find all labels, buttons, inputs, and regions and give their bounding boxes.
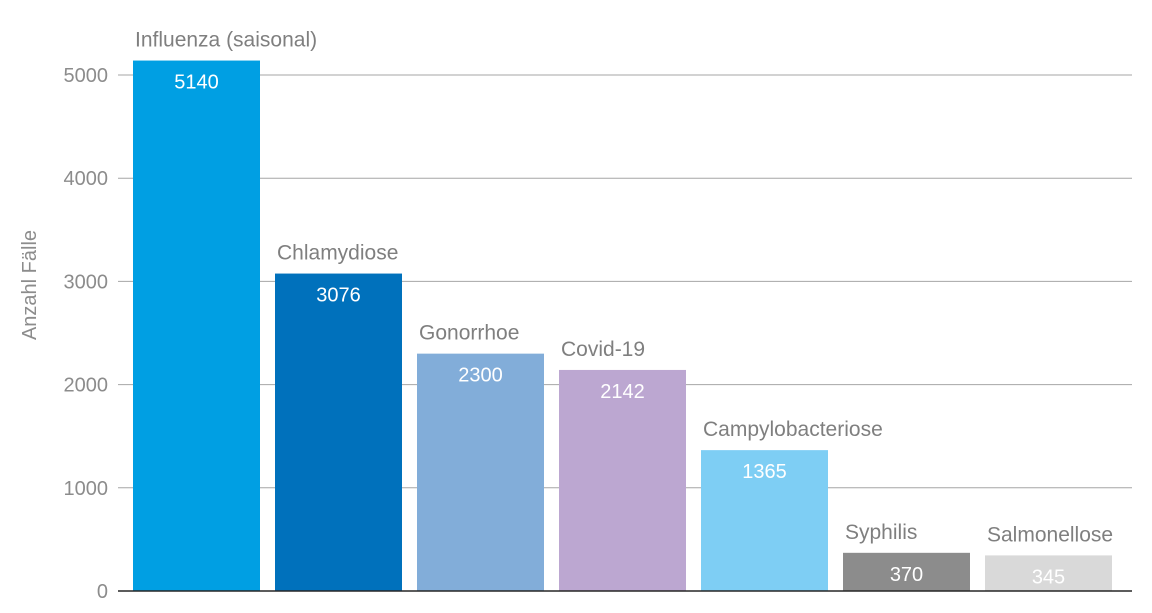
y-tick-label-5000: 5000: [64, 65, 109, 87]
y-axis-ticks: 0 1000 2000 3000 4000 5000: [64, 65, 109, 603]
bar-gonorrhoe: [417, 353, 544, 591]
bar-influenza-saisonal: [133, 60, 260, 591]
value-label-syphilis: 370: [890, 564, 923, 586]
bar-chlamydiose: [275, 273, 402, 591]
y-tick-label-3000: 3000: [64, 271, 109, 293]
bar-campylobacteriose: [701, 450, 828, 591]
category-label-campylobacteriose: Campylobacteriose: [703, 418, 883, 441]
value-label-campylobacteriose: 1365: [742, 461, 787, 483]
y-tick-label-1000: 1000: [64, 478, 109, 500]
value-label-salmonellose: 345: [1032, 566, 1065, 588]
y-tick-label-2000: 2000: [64, 375, 109, 397]
category-label-chlamydiose: Chlamydiose: [277, 242, 398, 265]
y-axis-title: Anzahl Fälle: [19, 230, 41, 340]
labels: Influenza (saisonal) 5140 Chlamydiose 3076 G…: [135, 29, 1113, 589]
y-tick-label-0: 0: [97, 581, 108, 603]
value-label-influenza-saisonal: 5140: [174, 72, 219, 94]
bars: [133, 60, 1112, 591]
bar-salmonellose: [985, 555, 1112, 591]
category-label-gonorrhoe: Gonorrhoe: [419, 322, 519, 345]
value-label-gonorrhoe: 2300: [458, 365, 503, 387]
category-label-influenza-saisonal: Influenza (saisonal): [135, 29, 317, 52]
value-label-covid-19: 2142: [600, 381, 645, 403]
category-label-covid-19: Covid-19: [561, 338, 645, 361]
y-tick-label-4000: 4000: [64, 168, 109, 190]
bar-syphilis: [843, 552, 970, 591]
value-label-chlamydiose: 3076: [316, 285, 361, 307]
category-label-salmonellose: Salmonellose: [987, 523, 1113, 546]
category-label-syphilis: Syphilis: [845, 521, 917, 544]
bar-covid-19: [559, 369, 686, 591]
